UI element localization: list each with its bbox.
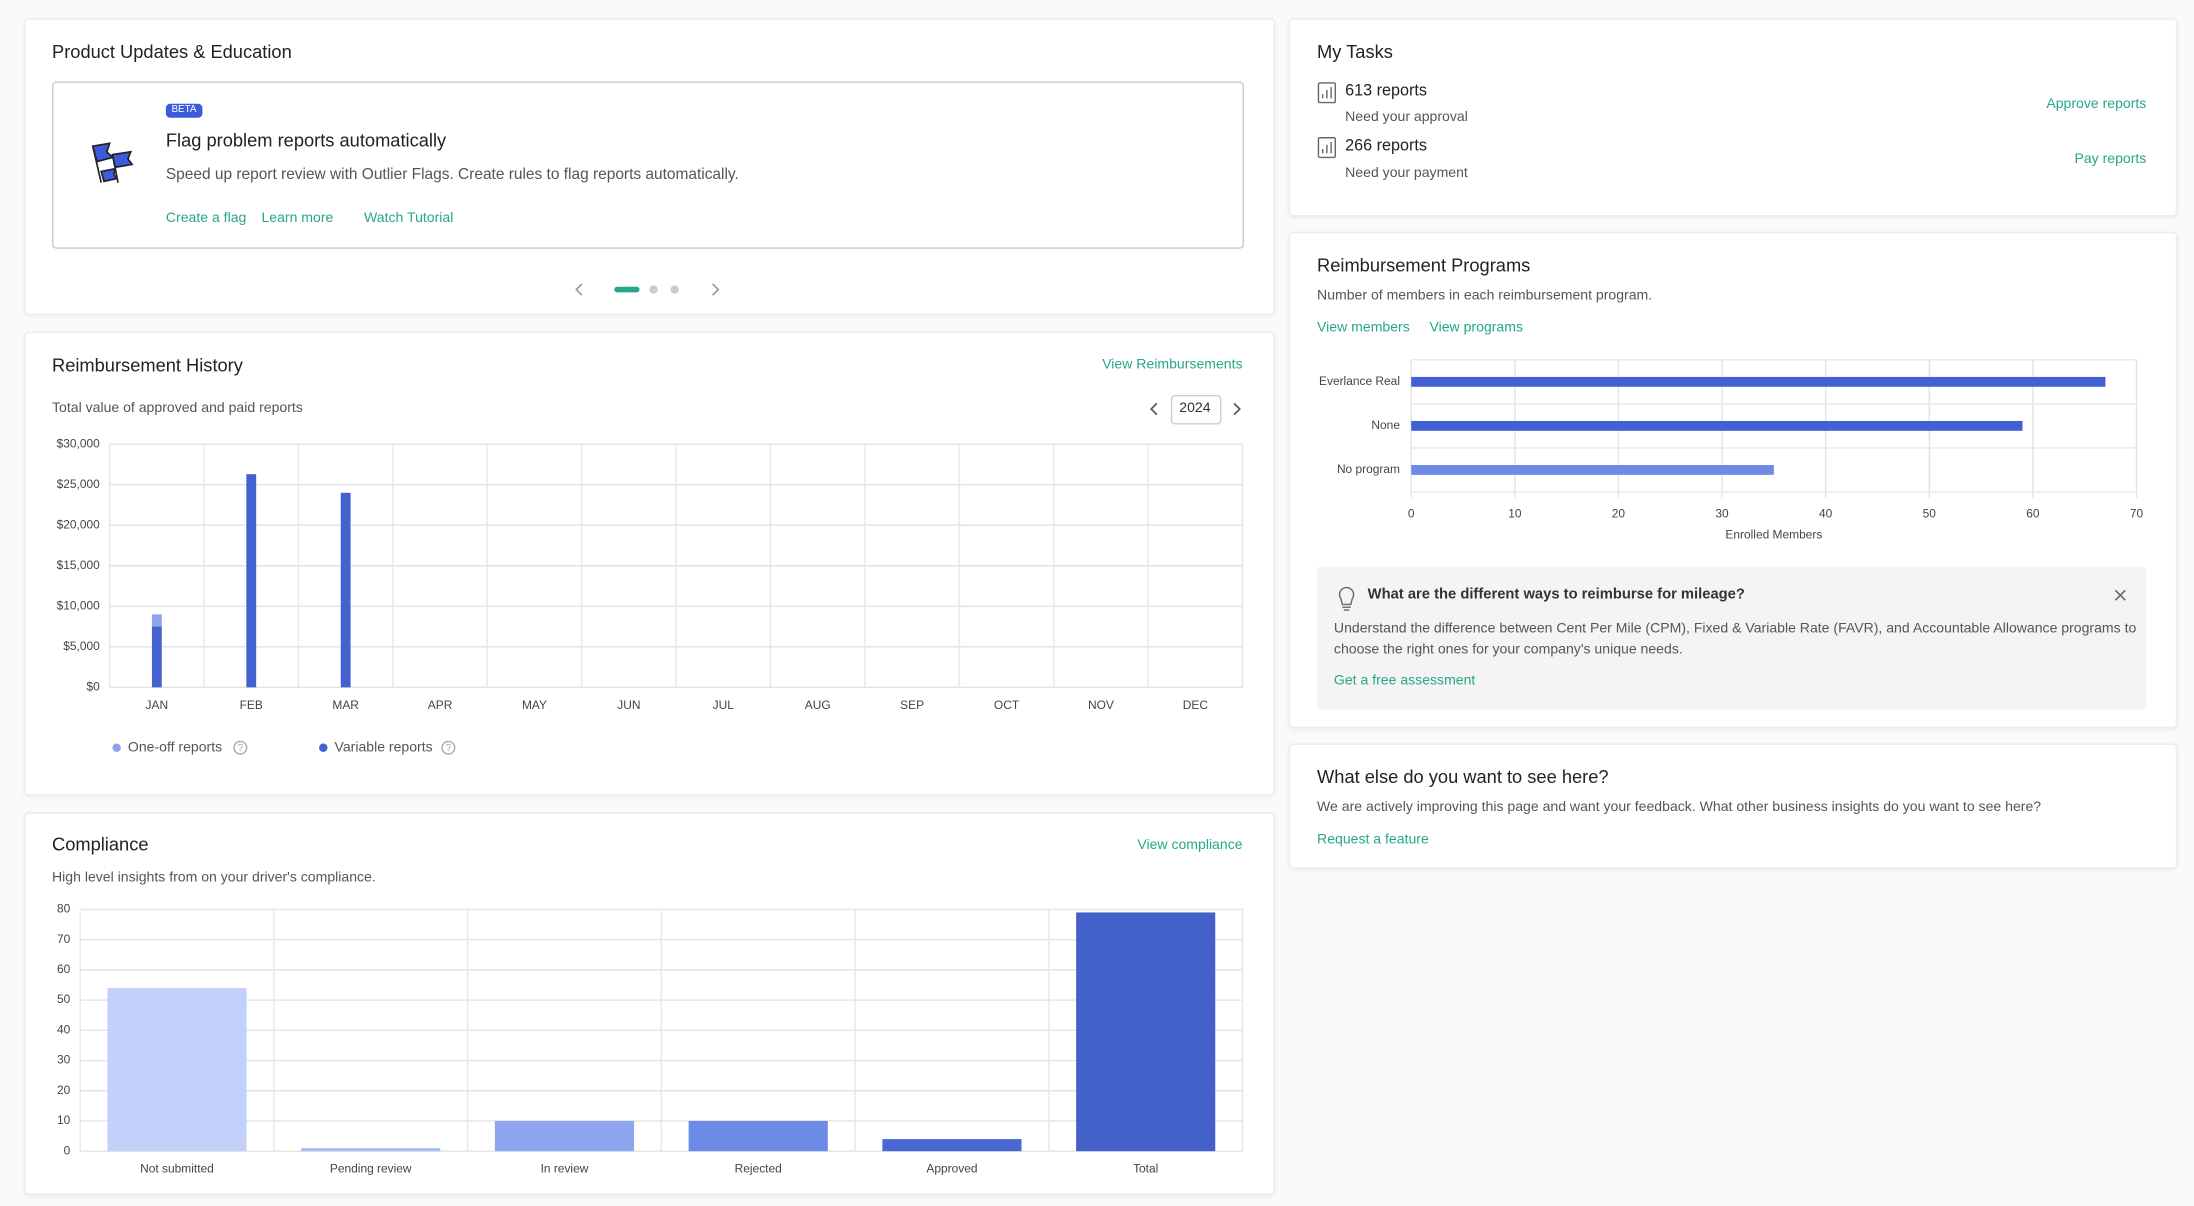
link[interactable]: View programs xyxy=(1429,320,1523,336)
link[interactable]: Learn more xyxy=(261,210,334,227)
subtitle: High level insights from on your driver'… xyxy=(52,870,376,886)
link[interactable]: Get a free assessment xyxy=(1333,673,1476,689)
history-card xyxy=(23,331,1275,796)
link[interactable]: Request a feature xyxy=(1317,832,1429,848)
card-title: Reimbursement History xyxy=(52,354,243,376)
link[interactable]: View members xyxy=(1317,320,1410,336)
task-count: 613 reports xyxy=(1345,83,1427,100)
updates-card xyxy=(23,18,1275,315)
card-title: Product Updates & Education xyxy=(52,41,292,63)
tip-body: Understand the difference between Cent P… xyxy=(1333,621,2137,658)
year-box xyxy=(1170,394,1222,425)
task-note: Need your approval xyxy=(1345,109,1468,126)
promo-heading: Flag problem reports automatically xyxy=(165,129,447,151)
subtitle: Total value of approved and paid reports xyxy=(52,400,303,417)
task-count: 266 reports xyxy=(1345,137,1427,155)
link[interactable]: Create a flag xyxy=(165,210,247,227)
task-action[interactable]: Pay reports xyxy=(2074,151,2147,168)
link[interactable]: Watch Tutorial xyxy=(364,210,454,227)
link[interactable]: View compliance xyxy=(1137,837,1243,854)
feedback-card xyxy=(1288,743,2178,869)
promo-text: Speed up report review with Outlier Flag… xyxy=(165,166,739,184)
subtitle: Number of members in each reimbursement … xyxy=(1317,288,1653,304)
tip-question: What are the different ways to reimburse… xyxy=(1367,585,1745,603)
feedback-text: We are actively improving this page and … xyxy=(1317,799,2042,816)
tip-box xyxy=(1317,566,2147,710)
task-action[interactable]: Approve reports xyxy=(2046,96,2147,113)
card-title: Reimbursement Programs xyxy=(1317,254,1531,276)
task-note: Need your payment xyxy=(1345,165,1468,182)
card-title: My Tasks xyxy=(1317,41,1393,63)
card-title: What else do you want to see here? xyxy=(1317,766,1609,788)
year: 2024 xyxy=(1179,400,1211,417)
badge: BETA xyxy=(165,103,203,119)
promo-box xyxy=(52,81,1244,249)
card-title: Compliance xyxy=(52,833,149,855)
link[interactable]: View Reimbursements xyxy=(1102,357,1243,373)
tasks-card xyxy=(1288,18,2178,217)
